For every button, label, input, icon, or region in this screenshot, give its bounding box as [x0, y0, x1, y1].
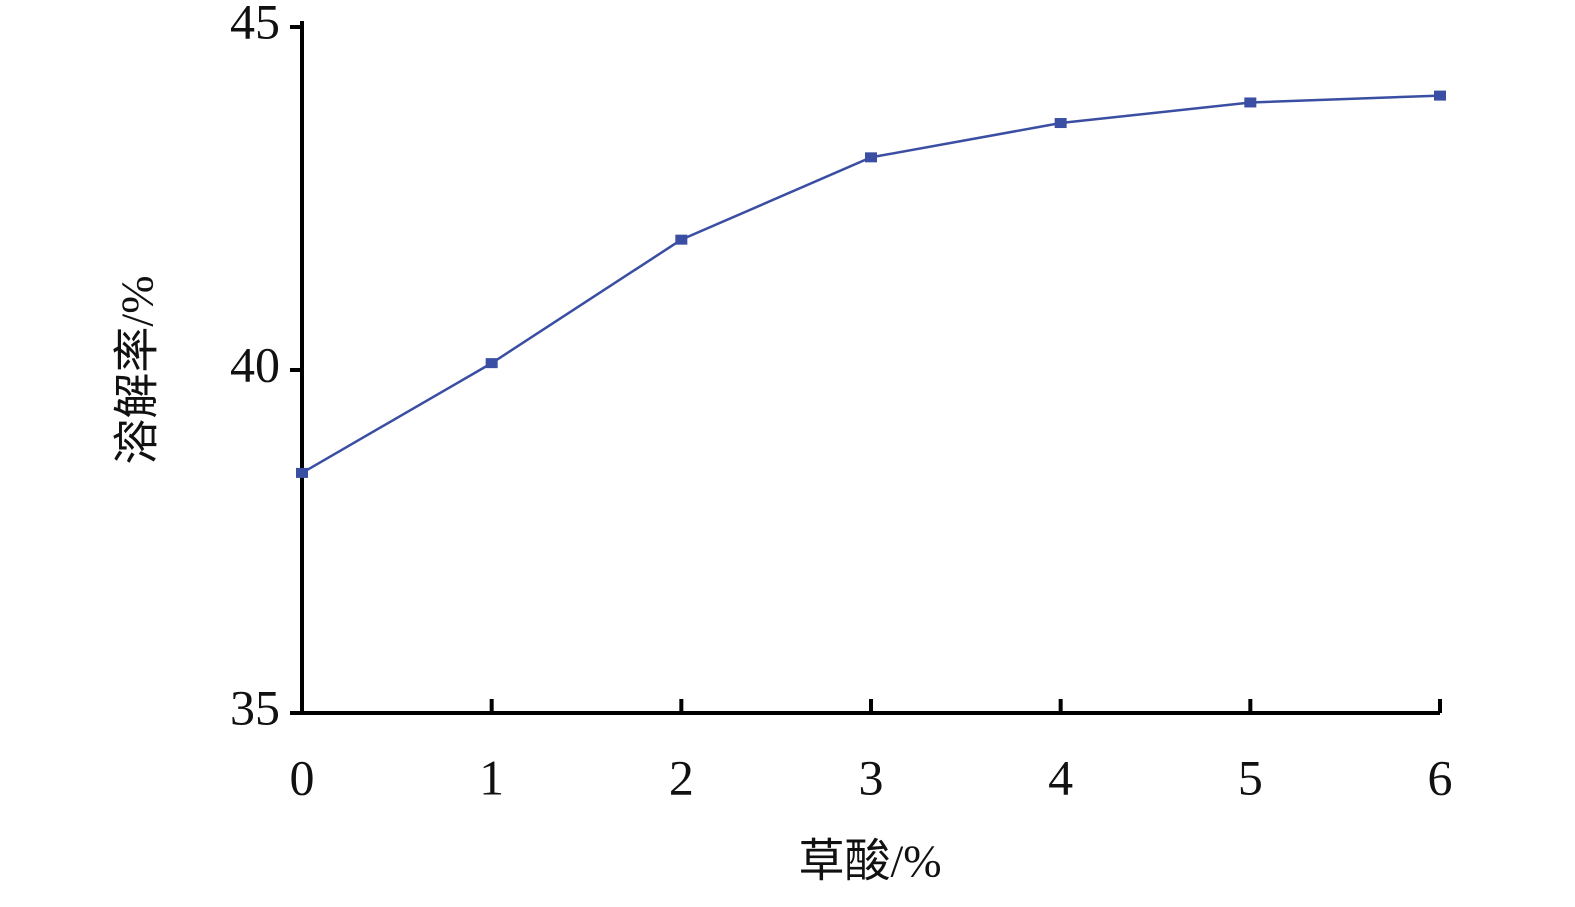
x-tick-label: 0 [290, 749, 315, 805]
point-marker [865, 152, 877, 163]
y-axis-label: 溶解率/% [112, 275, 163, 464]
point-marker [296, 467, 308, 478]
series-line [301, 94, 1441, 474]
point-marker [675, 234, 688, 245]
point-marker [1054, 118, 1067, 129]
x-axis-label: 草酸/% [798, 836, 941, 887]
y-tick-label: 35 [230, 679, 280, 735]
x-tick-label: 3 [859, 749, 884, 805]
x-tick-label: 1 [479, 749, 504, 805]
x-tick-label: 2 [669, 749, 694, 805]
point-marker [485, 358, 498, 369]
point-marker [1434, 90, 1446, 101]
x-tick-label: 4 [1048, 749, 1073, 805]
x-tick-label: 6 [1428, 749, 1453, 805]
x-tick-label: 5 [1238, 749, 1263, 805]
point-marker [1244, 97, 1257, 108]
y-tick-label: 45 [230, 0, 280, 49]
y-tick-label: 40 [230, 336, 280, 392]
